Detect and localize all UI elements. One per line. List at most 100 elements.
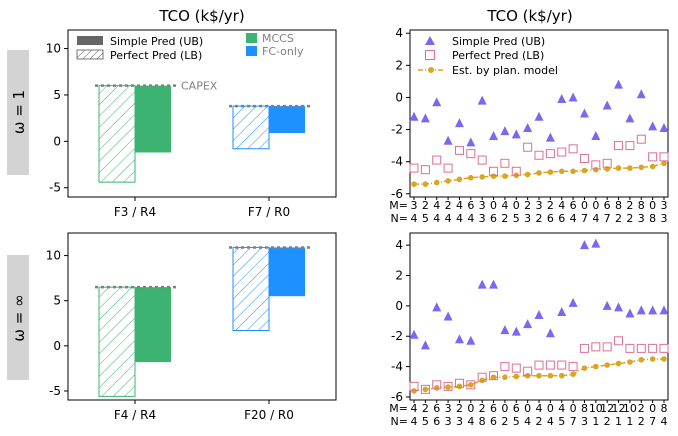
perfect-pred-point [466, 149, 476, 159]
n-tick-label: 5 [422, 212, 429, 225]
perfect-pred-point [466, 380, 476, 390]
simple-pred-point [511, 129, 521, 139]
simple-pred-point [432, 97, 442, 107]
m-tick-label: 2 [547, 199, 554, 212]
simple-pred-point [500, 325, 510, 335]
bar-simple-pred [135, 85, 171, 153]
plan-model-point [524, 372, 531, 379]
n-tick-label: 7 [581, 212, 588, 225]
n-tick-label: 7 [649, 415, 656, 428]
perfect-pred-point [591, 342, 601, 352]
perfect-pred-point [636, 134, 646, 144]
plan-model-point [479, 174, 485, 180]
plan-model-point [547, 169, 554, 175]
plan-model-point [422, 181, 429, 187]
legend-perfect-label-right: Perfect Pred (LB) [452, 49, 544, 62]
bottom-left-chart: -5 0 5 10 F4 / R4 F20 / R0 [46, 246, 311, 422]
simple-pred-point [432, 302, 442, 312]
simple-pred-point [557, 94, 567, 104]
plan-model-point [445, 384, 451, 390]
m-tick-label: 4 [433, 199, 440, 212]
simple-pred-point [523, 122, 533, 132]
simple-pred-point [534, 309, 544, 319]
n-tick-label: 5 [513, 415, 520, 428]
simple-pred-point [545, 328, 555, 338]
x-tick-label: F20 / R0 [244, 408, 294, 422]
m-tick-label: 0 [592, 199, 599, 212]
m-tick-label: 4 [456, 199, 463, 212]
n-tick-label: 4 [445, 212, 452, 225]
perfect-pred-point [625, 343, 635, 353]
m-tick-label: 0 [524, 402, 531, 415]
y-tick-label: 5 [53, 88, 61, 102]
n-tick-label: 3 [456, 415, 463, 428]
perfect-pred-point [500, 158, 510, 168]
top-right-chart: -6-4-2024M=N=342544244464330642052332264… [389, 26, 669, 225]
perfect-pred-point [557, 360, 567, 370]
x-tick-label: F3 / R4 [114, 205, 156, 219]
m-tick-label: 3 [445, 402, 452, 415]
m-tick-label: 6 [490, 402, 497, 415]
perfect-pred-point [523, 366, 533, 376]
bar-perfect-pred [98, 286, 136, 397]
perfect-pred-point [602, 158, 612, 168]
perfect-pred-point [602, 342, 612, 352]
n-tick-label: 7 [570, 415, 577, 428]
simple-pred-point [625, 308, 635, 318]
perfect-pred-point [568, 144, 578, 154]
n-tick-label: 3 [445, 415, 452, 428]
n-tick-label: 4 [411, 415, 418, 428]
plan-model-point [524, 171, 531, 178]
plan-model-point [593, 166, 599, 173]
simple-pred-point [545, 132, 555, 142]
n-tick-label: 4 [661, 415, 668, 428]
top-left-chart: -5 0 5 10 F3 / R4 CAPEX F7 / R0 [46, 42, 311, 219]
n-tick-label: 4 [433, 212, 440, 225]
m-tick-label: 3 [479, 199, 486, 212]
y-tick-label: 5 [53, 294, 61, 308]
perfect-pred-point [636, 343, 646, 353]
m-tick-label: 0 [547, 402, 554, 415]
plan-model-point [581, 167, 588, 174]
y-tick-label: -4 [391, 360, 403, 374]
m-tick-label: 4 [501, 199, 508, 212]
n-tick-label: 4 [570, 212, 577, 225]
perfect-pred-point [545, 149, 555, 159]
simple-pred-point [579, 240, 589, 250]
n-tick-label: 6 [433, 415, 440, 428]
perfect-pred-point [420, 165, 430, 175]
n-tick-label: 1 [626, 415, 633, 428]
perfect-pred-point [511, 166, 521, 176]
m-tick-label: 12 [612, 402, 626, 415]
m-tick-label: 3 [661, 199, 668, 212]
n-tick-label: 5 [513, 212, 520, 225]
n-tick-label: 2 [626, 212, 633, 225]
simple-pred-point [409, 329, 419, 339]
m-tick-label: 0 [513, 199, 520, 212]
plan-model-point [502, 173, 508, 179]
legend-perfect-swatch [76, 49, 104, 60]
m-tick-label: 2 [445, 199, 452, 212]
perfect-pred-point [489, 371, 499, 381]
perfect-pred-point [534, 360, 544, 370]
perfect-pred-point [511, 363, 521, 373]
simple-pred-point [602, 300, 612, 310]
simple-pred-point [602, 100, 612, 110]
simple-pred-point [648, 121, 658, 131]
plan-model-point [649, 163, 656, 170]
n-tick-label: 2 [501, 212, 508, 225]
perfect-pred-point [545, 360, 555, 370]
n-tick-label: 5 [422, 415, 429, 428]
perfect-pred-point [557, 147, 567, 157]
perfect-pred-point [432, 155, 442, 165]
plan-model-point [445, 178, 451, 184]
plan-model-point [433, 179, 440, 186]
plan-model-point [411, 181, 417, 187]
m-tick-label: 6 [467, 199, 474, 212]
y-tick-label: 2 [395, 269, 403, 283]
simple-pred-point [443, 311, 453, 321]
plan-model-point [570, 168, 576, 175]
m-tick-label: 6 [513, 402, 520, 415]
plan-model-point [456, 176, 463, 183]
legend-plan-marker [428, 67, 434, 73]
